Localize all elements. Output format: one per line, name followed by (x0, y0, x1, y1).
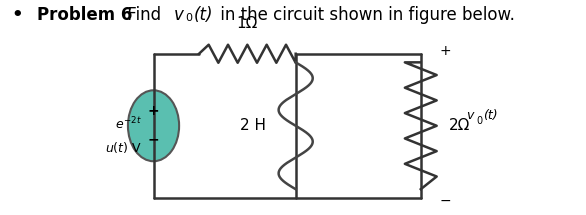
Text: −: − (440, 194, 451, 207)
Text: $u(t)$ V: $u(t)$ V (105, 140, 142, 155)
Text: v: v (466, 109, 473, 121)
Text: 0: 0 (476, 116, 483, 126)
Text: −: − (148, 133, 159, 147)
Text: 0: 0 (185, 13, 192, 23)
Text: $e^{-2t}$: $e^{-2t}$ (115, 115, 142, 132)
Text: (t): (t) (193, 6, 213, 25)
Text: (t): (t) (483, 109, 498, 121)
Text: 2 H: 2 H (240, 118, 266, 133)
Text: v: v (173, 6, 183, 25)
Text: +: + (440, 44, 451, 58)
Text: 1Ω: 1Ω (237, 16, 258, 31)
Text: 2Ω: 2Ω (449, 118, 471, 133)
Text: +: + (148, 104, 159, 118)
Ellipse shape (128, 90, 179, 161)
Text: in the circuit shown in figure below.: in the circuit shown in figure below. (215, 6, 515, 25)
Text: Problem 6: Problem 6 (37, 6, 132, 25)
Text: Find: Find (122, 6, 166, 25)
Text: •: • (11, 6, 23, 25)
